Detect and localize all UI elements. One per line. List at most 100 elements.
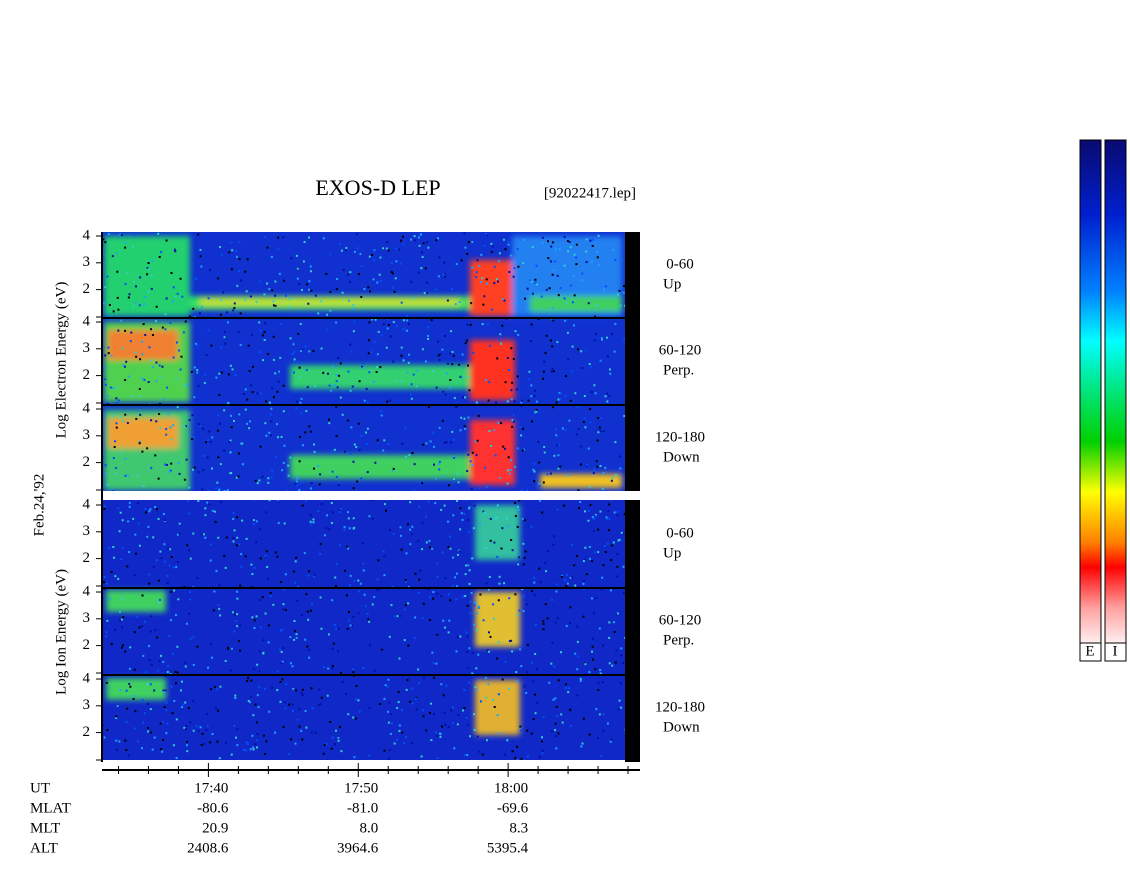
noise-dot — [282, 608, 285, 611]
noise-dot — [172, 424, 175, 427]
noise-dot — [378, 588, 381, 591]
noise-dot — [103, 576, 106, 579]
noise-dot — [227, 648, 230, 651]
noise-dot — [358, 710, 361, 713]
panel-direction: Up — [663, 545, 681, 561]
noise-dot — [437, 463, 440, 466]
noise-dot — [115, 715, 118, 718]
noise-dot — [218, 584, 221, 587]
noise-dot — [427, 500, 430, 503]
noise-dot — [346, 419, 349, 422]
noise-dot — [235, 544, 238, 547]
noise-dot — [436, 757, 439, 760]
y-tick-label: 3 — [83, 340, 91, 356]
noise-dot — [244, 555, 247, 558]
noise-dot — [515, 388, 518, 391]
noise-dot — [569, 399, 572, 402]
noise-dot — [451, 584, 454, 587]
noise-dot — [556, 715, 559, 718]
noise-dot — [487, 399, 490, 402]
noise-dot — [150, 274, 153, 277]
noise-dot — [189, 721, 192, 724]
noise-dot — [153, 736, 156, 739]
noise-dot — [564, 319, 567, 322]
noise-dot — [347, 713, 350, 716]
noise-dot — [498, 338, 501, 341]
noise-dot — [518, 609, 521, 612]
noise-dot — [326, 313, 329, 316]
noise-dot — [149, 708, 152, 711]
noise-dot — [407, 644, 410, 647]
noise-dot — [420, 267, 423, 270]
noise-dot — [319, 473, 322, 476]
noise-dot — [433, 463, 436, 466]
noise-dot — [596, 256, 599, 259]
noise-dot — [331, 667, 334, 670]
noise-dot — [188, 512, 191, 515]
noise-dot — [300, 397, 303, 400]
noise-dot — [339, 726, 342, 729]
noise-dot — [339, 511, 342, 514]
noise-dot — [444, 393, 447, 396]
noise-dot — [533, 411, 536, 414]
noise-dot — [124, 474, 127, 477]
noise-dot — [467, 723, 470, 726]
noise-dot — [255, 615, 258, 618]
noise-dot — [533, 470, 536, 473]
noise-dot — [488, 429, 491, 432]
noise-dot — [251, 391, 254, 394]
noise-dot — [111, 255, 114, 258]
noise-dot — [154, 629, 157, 632]
noise-dot — [399, 526, 402, 529]
noise-dot — [473, 504, 476, 507]
noise-dot — [398, 724, 401, 727]
noise-dot — [259, 598, 262, 601]
noise-dot — [501, 527, 504, 530]
noise-dot — [107, 483, 110, 486]
noise-dot — [403, 742, 406, 745]
noise-dot — [264, 688, 267, 691]
noise-dot — [199, 248, 202, 251]
noise-dot — [248, 370, 251, 373]
noise-dot — [403, 608, 406, 611]
noise-dot — [503, 753, 506, 756]
noise-dot — [396, 738, 399, 741]
noise-dot — [179, 368, 182, 371]
noise-dot — [150, 328, 153, 331]
noise-dot — [624, 728, 625, 731]
noise-dot — [420, 251, 423, 254]
noise-dot — [274, 731, 277, 734]
noise-dot — [150, 731, 153, 734]
noise-dot — [569, 606, 572, 609]
noise-dot — [392, 321, 395, 324]
noise-dot — [338, 243, 341, 246]
noise-dot — [496, 516, 499, 519]
noise-dot — [474, 440, 477, 443]
noise-dot — [219, 501, 222, 504]
noise-dot — [266, 246, 269, 249]
noise-dot — [533, 480, 536, 483]
noise-dot — [146, 703, 149, 706]
noise-dot — [166, 463, 169, 466]
noise-dot — [277, 248, 280, 251]
noise-dot — [172, 300, 175, 303]
noise-dot — [220, 346, 223, 349]
noise-dot — [244, 270, 247, 273]
noise-dot — [366, 471, 369, 474]
noise-dot — [493, 617, 496, 620]
noise-dot — [487, 588, 490, 591]
noise-dot — [590, 560, 593, 563]
panel-angle: 60-120 — [659, 612, 702, 628]
noise-dot — [512, 358, 515, 361]
noise-dot — [457, 553, 460, 556]
noise-dot — [467, 241, 470, 244]
noise-dot — [115, 426, 118, 429]
noise-dot — [292, 687, 295, 690]
noise-dot — [177, 598, 180, 601]
noise-dot — [478, 750, 481, 753]
noise-dot — [568, 241, 571, 244]
noise-dot — [337, 736, 340, 739]
noise-dot — [602, 430, 605, 433]
noise-dot — [157, 601, 160, 604]
noise-dot — [598, 264, 601, 267]
